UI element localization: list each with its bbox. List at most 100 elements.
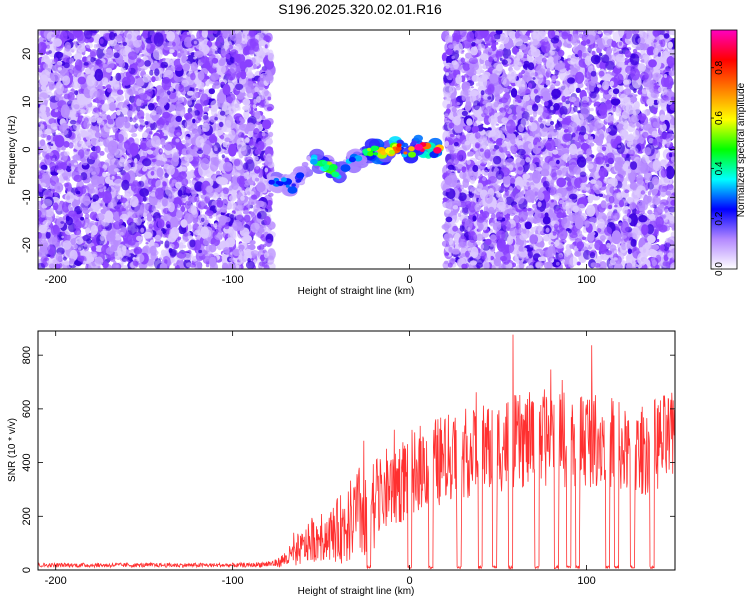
spectrogram-noise-blob — [135, 58, 145, 68]
spectrogram-noise-blob — [261, 132, 266, 137]
spectrogram-noise-blob — [68, 210, 77, 217]
spectrogram-noise-blob — [213, 156, 219, 166]
spectrogram-noise-blob — [38, 249, 47, 258]
spectrogram-noise-blob — [175, 138, 180, 143]
spectrogram-noise-blob — [251, 194, 258, 200]
spectrogram-noise-blob — [127, 51, 138, 60]
spectrogram-noise-blob — [129, 91, 134, 97]
spectrogram-noise-blob — [86, 148, 91, 152]
spectrogram-noise-blob — [85, 227, 91, 234]
spectrogram-noise-blob — [198, 117, 202, 121]
spectrogram-noise-blob — [130, 102, 137, 112]
spectrogram-noise-blob — [223, 41, 230, 50]
spectrogram-noise-blob — [186, 90, 194, 96]
spectrogram-noise-blob — [87, 57, 92, 62]
spectrogram-noise-blob — [224, 137, 231, 142]
spectrogram-noise-blob — [227, 201, 237, 210]
spectrogram-noise-blob — [155, 187, 165, 200]
spectrogram-noise-blob — [263, 216, 271, 226]
spectrogram-noise-blob — [94, 131, 101, 138]
spectrogram-noise-blob — [242, 211, 247, 214]
spectrogram-noise-blob — [63, 93, 71, 100]
spectrogram-noise-blob — [204, 75, 210, 80]
spectrogram-noise-blob — [105, 67, 113, 73]
spectrogram-noise-blob — [225, 53, 231, 60]
spectrogram-noise-blob — [142, 166, 148, 172]
spectrogram-noise-blob — [142, 74, 151, 83]
spectrogram-noise-blob — [90, 201, 100, 210]
spectrogram-noise-blob — [113, 52, 120, 59]
spectrogram-noise-blob — [136, 235, 142, 242]
spectrogram-noise-blob — [55, 81, 64, 95]
spectrogram-noise-blob — [254, 177, 260, 182]
spectrogram-noise-blob — [43, 39, 47, 42]
spectrogram-noise-blob — [168, 248, 173, 253]
spectrogram-noise-blob — [229, 214, 235, 219]
spectrogram-noise-blob — [54, 192, 58, 197]
spectrogram-noise-blob — [264, 155, 273, 167]
spectrogram-noise-blob — [116, 133, 124, 143]
spectrogram-noise-blob — [152, 48, 163, 61]
spectrogram-noise-blob — [174, 103, 185, 111]
spectrogram-noise-blob — [240, 70, 247, 80]
spectrogram-noise-blob — [92, 198, 96, 202]
spectrogram-noise-blob — [145, 210, 149, 214]
spectrogram-noise-blob — [227, 231, 237, 242]
spectrogram-noise-blob — [141, 100, 145, 104]
spectrogram-noise-blob — [238, 131, 245, 139]
spectrogram-noise-blob — [38, 174, 43, 179]
spectrogram-noise-blob — [77, 30, 84, 35]
spectrogram-noise-blob — [149, 239, 155, 247]
spectrogram-noise-blob — [197, 70, 205, 81]
spectrogram-noise-blob — [264, 59, 275, 70]
spectrogram-noise-blob — [225, 119, 232, 129]
spectrogram-noise-blob — [55, 160, 64, 171]
spectrogram-noise-blob — [140, 227, 145, 233]
spectrogram-noise-blob — [176, 30, 182, 35]
spectrogram-noise-blob — [256, 212, 262, 219]
spectrogram-noise-blob — [253, 127, 260, 139]
spectrogram-noise-blob — [48, 263, 55, 269]
spectrogram-noise-blob — [100, 124, 103, 128]
spectrogram-noise-blob — [116, 244, 127, 258]
spectrogram-noise-blob — [256, 200, 265, 207]
spectrogram-noise-blob — [77, 44, 86, 53]
spectrogram-noise-blob — [45, 231, 51, 239]
spectrogram-noise-blob — [42, 198, 53, 207]
spectrogram-noise-blob — [162, 157, 168, 162]
spectrogram-noise-blob — [45, 128, 52, 135]
spectrogram-noise-blob — [267, 96, 272, 101]
spectrogram-noise-blob — [174, 64, 183, 72]
spectrogram-noise-blob — [245, 137, 250, 143]
spectrogram-noise-blob — [242, 151, 247, 157]
spectrogram-noise-blob — [258, 227, 265, 233]
spectrogram-noise-blob — [46, 44, 50, 49]
spectrogram-noise-blob — [69, 57, 75, 64]
spectrogram-noise-blob — [154, 68, 160, 76]
spectrogram-noise-blob — [110, 244, 116, 252]
spectrogram-noise-blob — [200, 56, 210, 64]
spectrogram-noise-blob — [202, 122, 210, 132]
spectrogram-noise-blob — [100, 168, 105, 172]
spectrogram-noise-blob — [228, 143, 237, 157]
spectrogram-noise-blob — [169, 228, 175, 237]
spectrogram-noise-blob — [62, 75, 71, 86]
spectrogram-noise-blob — [68, 30, 79, 40]
spectrogram-noise-blob — [194, 261, 203, 269]
spectrogram-noise-blob — [39, 139, 46, 147]
spectrogram-noise-blob — [117, 142, 123, 149]
spectrogram-noise-blob — [77, 32, 84, 42]
spectrogram-noise-blob — [187, 235, 193, 240]
spectrogram-noise-blob — [102, 228, 106, 233]
spectrogram-noise-blob — [185, 187, 192, 194]
spectrogram-noise-blob — [113, 202, 117, 207]
spectrogram-noise-blob — [159, 262, 168, 269]
spectrogram-noise-blob — [66, 128, 70, 131]
spectrogram-noise-blob — [60, 221, 65, 224]
spectrogram-noise-blob — [39, 74, 49, 87]
spectrogram-noise-blob — [161, 57, 166, 61]
spectrogram-noise-blob — [106, 48, 113, 54]
spectrogram-noise-blob — [161, 76, 172, 91]
spectrogram-noise-blob — [104, 210, 114, 223]
spectrogram-noise-blob — [229, 76, 233, 81]
